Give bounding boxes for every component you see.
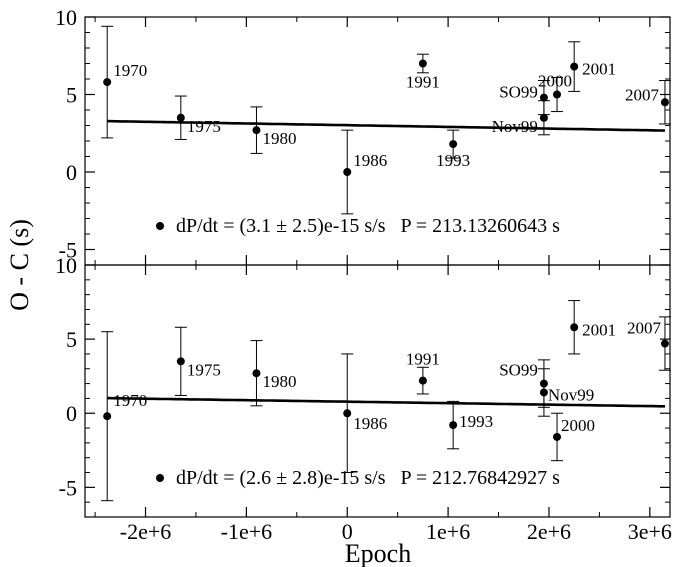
data-point [418, 376, 427, 385]
y-tick-label: -5 [59, 475, 77, 500]
x-tick-label: -2e+6 [120, 519, 172, 544]
point-label: 1980 [262, 372, 296, 391]
x-tick-label: 3e+6 [628, 519, 672, 544]
legend-marker [156, 474, 164, 482]
x-tick-label: 1e+6 [426, 519, 470, 544]
data-point [660, 339, 669, 348]
data-point [539, 388, 548, 397]
x-axis-label: Epoch [345, 539, 411, 567]
point-label: SO99 [499, 361, 538, 380]
data-point [660, 98, 669, 107]
y-axis-label: O - C (s) [5, 219, 34, 311]
x-axis-ticks: -2e+6 -1e+6 0 1e+6 2e+6 3e+6 [120, 519, 672, 544]
x-tick-label: 0 [342, 519, 353, 544]
point-label: 2007 [627, 319, 662, 338]
legend-marker [156, 222, 164, 230]
data-point [343, 168, 352, 176]
legend-text: dP/dt = (2.6 ± 2.8)e-15 s/s P = 212.7684… [176, 467, 560, 489]
fit-curve [107, 119, 666, 132]
y-tick-label: 0 [66, 401, 77, 426]
point-label: SO99 [499, 83, 538, 102]
data-point [252, 126, 261, 135]
point-label: 2001 [582, 60, 616, 79]
y-tick-label: 10 [55, 5, 77, 30]
point-label: Nov99 [492, 117, 538, 136]
top-panel: -5 0 5 10 1970 1975 1980 1986 1991 1993 SO99 Nov99 2… [55, 5, 671, 266]
point-label: 1975 [187, 360, 221, 379]
y-tick-label: -5 [59, 238, 77, 263]
point-label: 2001 [582, 320, 616, 339]
y-tick-label: 10 [55, 253, 77, 278]
point-label: 2000 [538, 72, 572, 91]
x-tick-label: 2e+6 [527, 519, 571, 544]
data-point [553, 432, 562, 441]
data-point [570, 323, 579, 332]
point-label: Nov99 [548, 385, 594, 404]
data-point [570, 62, 579, 71]
y-tick-label: 5 [66, 83, 77, 108]
point-label: 1975 [187, 117, 221, 136]
data-point [103, 412, 112, 421]
point-label: 1970 [113, 391, 147, 410]
panel-frame [84, 264, 671, 518]
x-tick-label: -1e+6 [221, 519, 273, 544]
data-point [176, 113, 185, 122]
data-point [539, 113, 548, 122]
data-point [418, 59, 427, 68]
data-point [553, 90, 562, 99]
data-point [103, 78, 112, 87]
point-label: 1970 [113, 61, 147, 80]
y-tick-label: 5 [66, 327, 77, 352]
point-label: 1986 [353, 151, 387, 170]
point-label: 1993 [459, 412, 493, 431]
point-label: 2000 [561, 416, 595, 435]
fit-curve [107, 396, 665, 408]
point-label: 1980 [262, 129, 296, 148]
data-point [252, 369, 261, 378]
point-label: 1991 [406, 350, 440, 369]
point-label: 1991 [406, 73, 440, 92]
point-label: 1993 [436, 151, 470, 170]
data-point [176, 357, 185, 366]
data-point [343, 409, 352, 418]
point-label: 2007 [625, 85, 660, 104]
y-tick-label: 0 [66, 160, 77, 185]
data-point [449, 421, 458, 430]
bottom-panel: -5 0 5 10 1970 1975 1980 1986 1991 1993 SO99 Nov99 2… [55, 253, 671, 518]
data-point [539, 93, 548, 102]
point-label: 1986 [353, 414, 387, 433]
data-point [449, 140, 458, 149]
legend-text: dP/dt = (3.1 ± 2.5)e-15 s/s P = 213.1326… [176, 215, 560, 237]
